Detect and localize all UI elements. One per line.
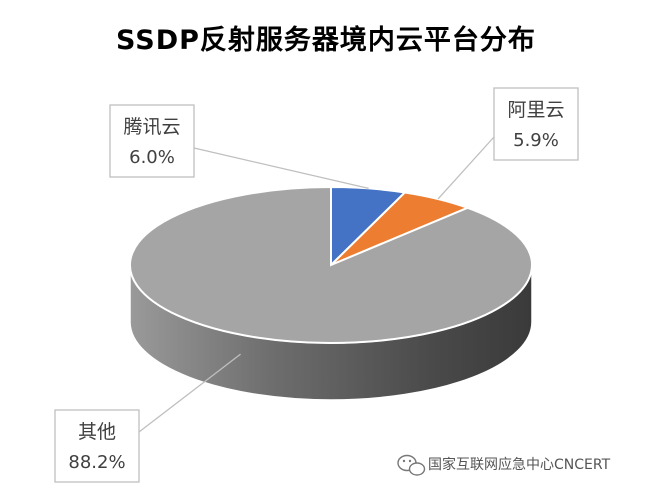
slice-value-2: 88.2% (68, 452, 125, 473)
label-box-1 (493, 87, 579, 161)
watermark: 国家互联网应急中心CNCERT (397, 454, 611, 476)
label-box-0 (109, 104, 195, 178)
wechat-icon (397, 454, 426, 476)
chart-title: SSDP反射服务器境内云平台分布 (116, 25, 536, 56)
leader-line-1 (437, 136, 495, 200)
slice-value-0: 6.0% (129, 147, 175, 168)
slice-label-2: 其他 (78, 421, 116, 443)
slice-label-0: 腾讯云 (123, 116, 180, 138)
pie-slice-2 (129, 185, 533, 344)
leader-line-2 (138, 353, 241, 433)
label-box-2 (54, 409, 140, 483)
slice-value-1: 5.9% (513, 130, 559, 151)
slice-label-1: 阿里云 (507, 99, 564, 121)
leader-line-0 (193, 147, 369, 190)
watermark-text: 国家互联网应急中心CNCERT (428, 456, 611, 473)
